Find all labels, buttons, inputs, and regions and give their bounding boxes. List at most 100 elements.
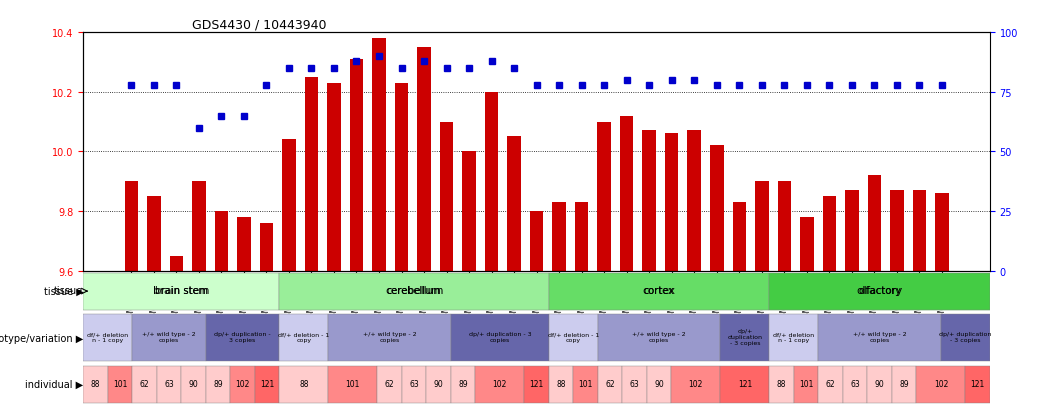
Bar (83, 366, 108, 403)
Text: 102: 102 (235, 379, 250, 388)
Bar (622, 366, 647, 403)
Bar (671, 366, 720, 403)
Bar (720, 366, 769, 403)
Bar (327, 83, 341, 271)
FancyBboxPatch shape (769, 273, 990, 310)
Bar (769, 314, 818, 361)
Bar (913, 191, 926, 271)
Text: +/+ wild type - 2
copies: +/+ wild type - 2 copies (632, 331, 686, 342)
Text: cerebellum: cerebellum (384, 285, 443, 296)
Text: dp/+ duplication -
3 copies: dp/+ duplication - 3 copies (215, 331, 271, 342)
Bar (108, 366, 132, 403)
Bar (867, 366, 892, 403)
Bar (485, 93, 498, 271)
Text: 121: 121 (260, 379, 274, 388)
Text: 63: 63 (165, 379, 174, 388)
Text: tissue: tissue (54, 285, 83, 296)
Bar (916, 366, 965, 403)
Bar (451, 366, 475, 403)
Bar (597, 122, 611, 271)
Bar (620, 116, 634, 271)
Text: 102: 102 (934, 379, 948, 388)
Bar (800, 217, 814, 271)
Text: genotype/variation ▶: genotype/variation ▶ (0, 333, 83, 343)
Bar (181, 366, 206, 403)
Text: 88: 88 (91, 379, 100, 388)
Bar (372, 39, 386, 271)
Bar (935, 194, 948, 271)
Bar (549, 273, 769, 310)
Bar (688, 131, 701, 271)
Text: cortex: cortex (644, 285, 674, 296)
Bar (892, 366, 916, 403)
Text: 62: 62 (605, 379, 615, 388)
Text: 101: 101 (113, 379, 127, 388)
Text: +/+ wild type - 2
copies: +/+ wild type - 2 copies (852, 331, 907, 342)
Text: df/+ deletion - 1
copy: df/+ deletion - 1 copy (278, 331, 329, 342)
Bar (279, 366, 328, 403)
Text: df/+ deletion
n - 1 copy: df/+ deletion n - 1 copy (773, 331, 815, 342)
Bar (475, 366, 524, 403)
Bar (720, 314, 769, 361)
Text: 102: 102 (493, 379, 507, 388)
Bar (665, 134, 678, 271)
Bar (647, 366, 671, 403)
Bar (125, 182, 139, 271)
Text: 63: 63 (410, 379, 419, 388)
Text: df/+ deletion - 1
copy: df/+ deletion - 1 copy (548, 331, 599, 342)
Bar (192, 182, 205, 271)
Bar (507, 137, 521, 271)
Bar (575, 202, 589, 271)
Text: 90: 90 (433, 379, 444, 388)
Bar (598, 366, 622, 403)
Text: olfactory: olfactory (857, 285, 902, 296)
Bar (843, 366, 867, 403)
Bar (769, 273, 990, 310)
Bar (794, 366, 818, 403)
Text: +/+ wild type - 2
copies: +/+ wild type - 2 copies (143, 331, 196, 342)
Text: 102: 102 (689, 379, 703, 388)
Bar (83, 314, 132, 361)
Text: 88: 88 (556, 379, 566, 388)
Text: 89: 89 (899, 379, 909, 388)
FancyBboxPatch shape (549, 273, 769, 310)
Text: 121: 121 (529, 379, 544, 388)
Bar (230, 366, 255, 403)
Bar (818, 366, 843, 403)
Bar (259, 223, 273, 271)
Bar (279, 273, 549, 310)
Text: dp/+
duplication
- 3 copies: dp/+ duplication - 3 copies (727, 328, 763, 345)
Text: 88: 88 (299, 379, 308, 388)
Bar (941, 314, 990, 361)
Bar (845, 191, 859, 271)
Bar (549, 366, 573, 403)
Bar (417, 48, 430, 271)
Bar (549, 314, 598, 361)
FancyBboxPatch shape (279, 273, 549, 310)
Text: cerebellum: cerebellum (387, 285, 442, 296)
Text: df/+ deletion
n - 1 copy: df/+ deletion n - 1 copy (88, 331, 128, 342)
Text: cortex: cortex (643, 285, 675, 296)
Text: 63: 63 (850, 379, 860, 388)
Text: olfactory: olfactory (859, 285, 901, 296)
Bar (890, 191, 903, 271)
Text: individual ▶: individual ▶ (25, 379, 83, 389)
Text: 101: 101 (578, 379, 593, 388)
Bar (350, 60, 364, 271)
Bar (426, 366, 451, 403)
Bar (552, 202, 566, 271)
Bar (328, 314, 451, 361)
Bar (279, 314, 328, 361)
Bar (157, 366, 181, 403)
Text: 63: 63 (629, 379, 640, 388)
Bar (463, 152, 476, 271)
Bar (822, 197, 836, 271)
Bar (402, 366, 426, 403)
Bar (451, 314, 549, 361)
Bar (147, 197, 160, 271)
Text: 90: 90 (654, 379, 664, 388)
Text: brain stem: brain stem (153, 285, 209, 296)
Text: GDS4430 / 10443940: GDS4430 / 10443940 (192, 19, 326, 32)
Bar (206, 366, 230, 403)
Text: 101: 101 (346, 379, 361, 388)
